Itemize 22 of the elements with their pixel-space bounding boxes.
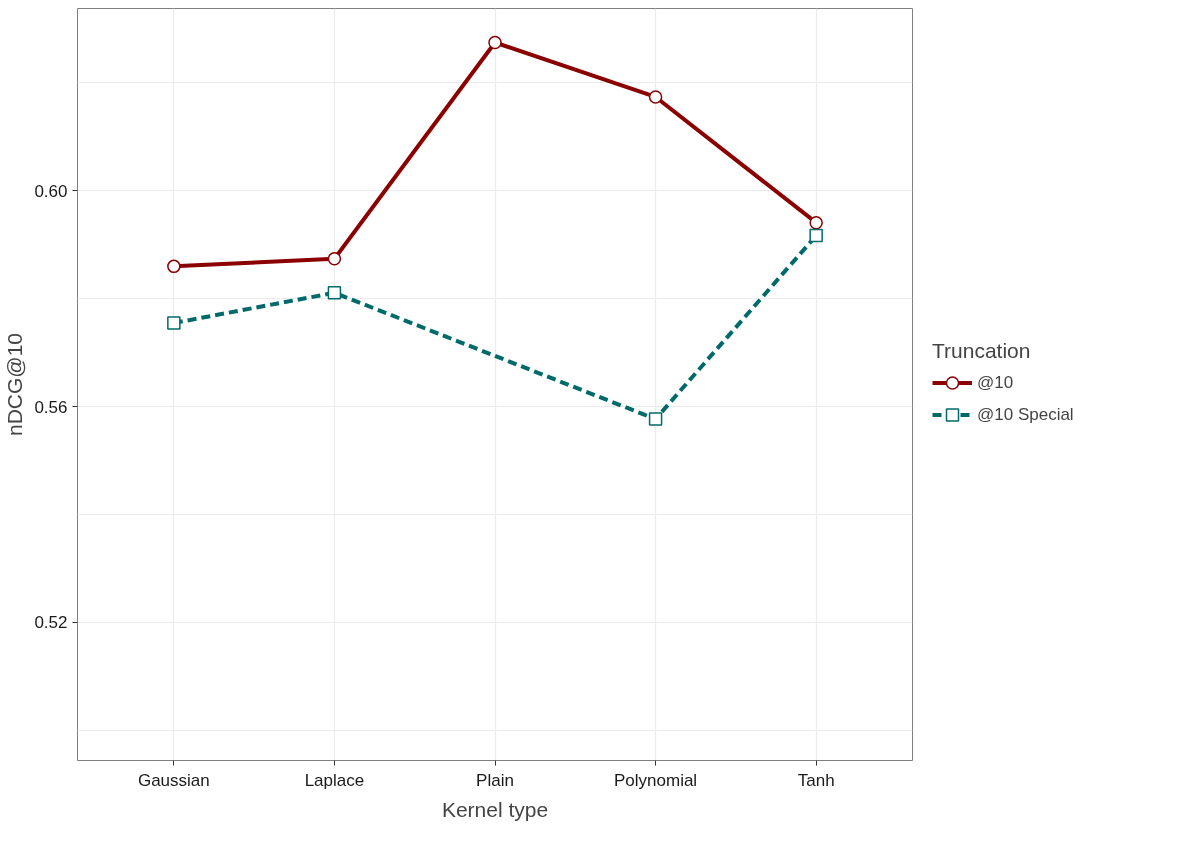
legend-label: @10: [977, 372, 1014, 393]
y-tick-label: 0.52: [34, 613, 68, 633]
x-tick-label: Gaussian: [137, 770, 210, 790]
x-axis-title: Kernel type: [441, 797, 549, 821]
x-tick-label: Plain: [476, 770, 514, 790]
y-tick-label: 0.56: [34, 397, 68, 417]
point: [648, 90, 663, 104]
y-axis-title: nDCG@10: [3, 332, 27, 437]
point: [809, 228, 823, 243]
point: [167, 259, 181, 274]
point: [488, 35, 502, 50]
point: [809, 215, 823, 230]
legend-label: @10 Special: [977, 404, 1074, 425]
point: [327, 252, 342, 266]
x-tick-label: Tanh: [797, 770, 835, 790]
point: [167, 316, 181, 330]
legend-title: Truncation: [932, 338, 1032, 363]
point: [327, 286, 342, 300]
x-tick-label: Polynomial: [614, 770, 698, 790]
point: [648, 412, 663, 426]
x-tick-label: Laplace: [304, 770, 365, 790]
y-tick-label: 0.60: [34, 181, 68, 201]
